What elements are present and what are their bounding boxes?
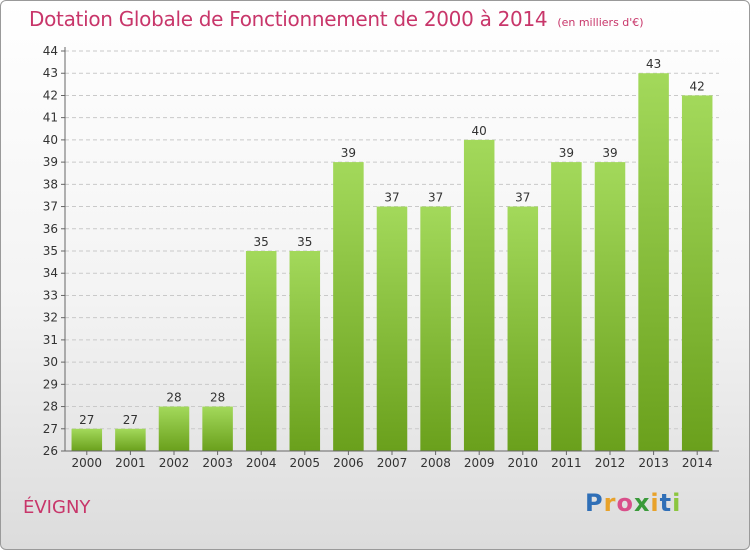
data-label: 37 bbox=[428, 191, 443, 205]
x-tick-label: 2007 bbox=[377, 456, 408, 470]
x-tick-label: 2006 bbox=[333, 456, 364, 470]
data-label: 27 bbox=[79, 413, 94, 427]
bar-2004 bbox=[245, 251, 277, 451]
data-label: 28 bbox=[210, 391, 225, 405]
x-tick-label: 2003 bbox=[202, 456, 233, 470]
data-label: 39 bbox=[559, 146, 574, 160]
data-label: 35 bbox=[297, 235, 312, 249]
y-tick-label: 34 bbox=[43, 266, 58, 280]
data-label: 43 bbox=[646, 57, 661, 71]
logo-letter: i bbox=[672, 489, 682, 517]
data-label: 35 bbox=[254, 235, 269, 249]
y-tick-label: 39 bbox=[43, 155, 58, 169]
y-tick-label: 33 bbox=[43, 288, 58, 302]
logo-letter: P bbox=[585, 489, 604, 517]
y-tick-label: 38 bbox=[43, 177, 58, 191]
x-tick-label: 2012 bbox=[595, 456, 626, 470]
x-tick-label: 2010 bbox=[508, 456, 539, 470]
y-tick-label: 29 bbox=[43, 377, 58, 391]
y-tick-label: 42 bbox=[43, 88, 58, 102]
x-axis-ticks: 2000 2001 2002 2003 2004 2005 2006 2007 2008 2009… bbox=[72, 451, 713, 470]
y-tick-label: 36 bbox=[43, 222, 58, 236]
bar-2002 bbox=[158, 406, 190, 451]
y-tick-label: 41 bbox=[43, 111, 58, 125]
x-tick-label: 2001 bbox=[115, 456, 146, 470]
chart-title: Dotation Globale de Fonctionnement de 20… bbox=[29, 7, 644, 31]
y-tick-label: 43 bbox=[43, 66, 58, 80]
x-tick-label: 2014 bbox=[682, 456, 713, 470]
bars bbox=[71, 73, 713, 451]
y-tick-label: 31 bbox=[43, 333, 58, 347]
axes bbox=[64, 47, 719, 452]
bar-2001 bbox=[115, 428, 146, 451]
bar-2010 bbox=[507, 206, 539, 451]
y-tick-label: 26 bbox=[43, 444, 58, 458]
logo-letter: r bbox=[603, 489, 617, 517]
data-label: 39 bbox=[341, 146, 356, 160]
bar-2006 bbox=[333, 162, 364, 451]
data-label: 40 bbox=[472, 124, 487, 138]
bar-2013 bbox=[638, 73, 669, 451]
y-tick-label: 37 bbox=[43, 200, 58, 214]
y-tick-label: 28 bbox=[43, 400, 58, 414]
x-tick-label: 2009 bbox=[464, 456, 495, 470]
bar-2014 bbox=[681, 95, 713, 451]
y-tick-label: 32 bbox=[43, 311, 58, 325]
data-label: 39 bbox=[602, 146, 617, 160]
x-tick-label: 2005 bbox=[290, 456, 321, 470]
y-tick-label: 30 bbox=[43, 355, 58, 369]
chart-subtitle: (en milliers d'€) bbox=[557, 16, 644, 29]
y-tick-label: 44 bbox=[43, 44, 58, 58]
bar-2009 bbox=[463, 139, 495, 451]
bar-2005 bbox=[289, 251, 321, 451]
x-tick-label: 2000 bbox=[72, 456, 103, 470]
x-tick-label: 2008 bbox=[420, 456, 451, 470]
bar-2011 bbox=[551, 162, 582, 451]
logo-letter: o bbox=[616, 489, 634, 517]
place-name: ÉVIGNY bbox=[23, 497, 91, 518]
data-label: 28 bbox=[166, 391, 181, 405]
y-tick-label: 35 bbox=[43, 244, 58, 258]
x-tick-label: 2004 bbox=[246, 456, 277, 470]
proxiti-logo: Proxiti bbox=[585, 489, 681, 517]
data-label: 27 bbox=[123, 413, 138, 427]
bar-2012 bbox=[594, 162, 626, 451]
logo-letter: i bbox=[650, 489, 660, 517]
chart-title-text: Dotation Globale de Fonctionnement de 20… bbox=[29, 7, 548, 31]
bar-2003 bbox=[202, 406, 233, 451]
data-label: 37 bbox=[384, 191, 399, 205]
logo-letter: x bbox=[633, 489, 651, 517]
y-tick-label: 40 bbox=[43, 133, 58, 147]
x-tick-label: 2013 bbox=[638, 456, 669, 470]
logo-letter: t bbox=[659, 489, 673, 517]
data-label: 37 bbox=[515, 191, 530, 205]
bar-2007 bbox=[376, 206, 408, 451]
bar-2000 bbox=[71, 428, 103, 451]
y-tick-label: 27 bbox=[43, 422, 58, 436]
bar-2008 bbox=[420, 206, 451, 451]
data-label: 42 bbox=[690, 79, 705, 93]
y-axis-ticks: 26 27 28 29 30 31 32 33 34 35 36 37 38 39 40 41 42 43 44 bbox=[43, 44, 65, 458]
x-tick-label: 2011 bbox=[551, 456, 582, 470]
x-tick-label: 2002 bbox=[159, 456, 190, 470]
data-labels: 27 27 28 28 35 35 39 37 37 40 37 39 39 43 42 bbox=[79, 57, 705, 427]
